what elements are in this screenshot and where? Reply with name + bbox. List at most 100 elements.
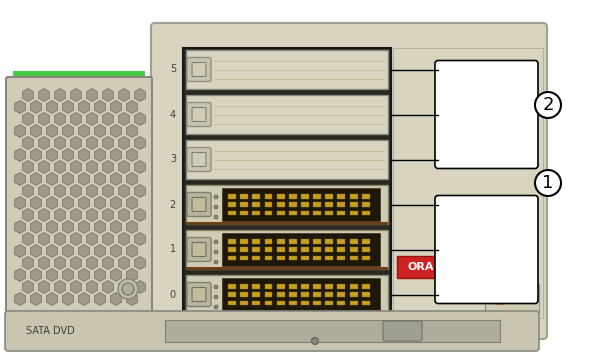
Polygon shape (63, 149, 74, 162)
Bar (337, 284, 345, 289)
Bar (350, 239, 358, 244)
Bar (228, 239, 236, 244)
Bar (252, 194, 260, 199)
Bar (265, 301, 272, 305)
Bar (397, 256, 467, 278)
Polygon shape (103, 113, 114, 126)
Text: 3: 3 (170, 155, 176, 164)
Polygon shape (54, 137, 66, 150)
Polygon shape (38, 113, 49, 126)
Text: SATA DVD: SATA DVD (26, 326, 74, 336)
FancyBboxPatch shape (187, 238, 211, 262)
Polygon shape (119, 89, 129, 102)
Bar (228, 292, 236, 297)
Polygon shape (63, 125, 74, 138)
Polygon shape (63, 101, 74, 114)
Polygon shape (38, 161, 49, 174)
Polygon shape (23, 185, 33, 197)
Polygon shape (30, 149, 42, 162)
Polygon shape (94, 269, 105, 281)
Bar (313, 301, 321, 305)
Polygon shape (134, 257, 145, 269)
Bar (337, 256, 345, 260)
Circle shape (214, 215, 218, 219)
Polygon shape (119, 161, 129, 174)
Polygon shape (46, 269, 58, 281)
Polygon shape (86, 161, 98, 174)
Polygon shape (70, 209, 82, 221)
Polygon shape (78, 269, 89, 281)
Polygon shape (30, 293, 42, 305)
Bar (222, 188, 380, 221)
Polygon shape (23, 137, 33, 150)
Circle shape (122, 283, 134, 295)
Bar (240, 301, 248, 305)
Bar (265, 247, 272, 252)
Polygon shape (46, 245, 58, 257)
Bar (350, 292, 358, 297)
Polygon shape (70, 137, 82, 150)
Bar (240, 194, 248, 199)
FancyBboxPatch shape (435, 196, 538, 304)
Polygon shape (38, 257, 49, 269)
Bar (265, 256, 272, 260)
Polygon shape (30, 221, 42, 233)
Text: 0: 0 (170, 289, 176, 299)
Bar (301, 194, 309, 199)
Bar (252, 211, 260, 215)
Bar (228, 256, 236, 260)
Bar (240, 292, 248, 297)
Bar (313, 194, 321, 199)
Bar (228, 202, 236, 207)
Polygon shape (126, 197, 138, 209)
Bar (313, 211, 321, 215)
Text: 2: 2 (542, 96, 554, 114)
Polygon shape (14, 101, 26, 114)
Bar (313, 292, 321, 297)
Bar (277, 194, 285, 199)
Bar (301, 211, 309, 215)
Polygon shape (110, 269, 122, 281)
FancyBboxPatch shape (187, 282, 211, 306)
Text: 5: 5 (170, 65, 176, 74)
Polygon shape (30, 197, 42, 209)
Polygon shape (63, 173, 74, 185)
Polygon shape (23, 257, 33, 269)
Bar (362, 292, 370, 297)
FancyBboxPatch shape (192, 108, 206, 121)
Polygon shape (54, 281, 66, 293)
Bar (265, 211, 272, 215)
Polygon shape (126, 293, 138, 305)
Polygon shape (63, 245, 74, 257)
Bar (393, 48, 543, 318)
Polygon shape (126, 101, 138, 114)
Polygon shape (134, 161, 145, 174)
Polygon shape (134, 233, 145, 245)
Bar (277, 292, 285, 297)
Polygon shape (103, 257, 114, 269)
FancyBboxPatch shape (192, 197, 206, 211)
Bar (186, 275, 388, 314)
Polygon shape (110, 221, 122, 233)
Bar (325, 284, 333, 289)
Polygon shape (38, 185, 49, 197)
Polygon shape (30, 245, 42, 257)
Bar (289, 194, 297, 199)
Polygon shape (94, 149, 105, 162)
FancyBboxPatch shape (5, 311, 539, 351)
Polygon shape (46, 125, 58, 138)
FancyBboxPatch shape (192, 287, 206, 301)
Bar (350, 247, 358, 252)
Polygon shape (119, 185, 129, 197)
FancyBboxPatch shape (187, 102, 211, 126)
Polygon shape (126, 125, 138, 138)
Polygon shape (14, 197, 26, 209)
Polygon shape (110, 293, 122, 305)
Polygon shape (78, 101, 89, 114)
Polygon shape (103, 89, 114, 102)
Polygon shape (103, 281, 114, 293)
Bar (222, 278, 380, 311)
Bar (362, 256, 370, 260)
Bar (313, 239, 321, 244)
Polygon shape (70, 89, 82, 102)
